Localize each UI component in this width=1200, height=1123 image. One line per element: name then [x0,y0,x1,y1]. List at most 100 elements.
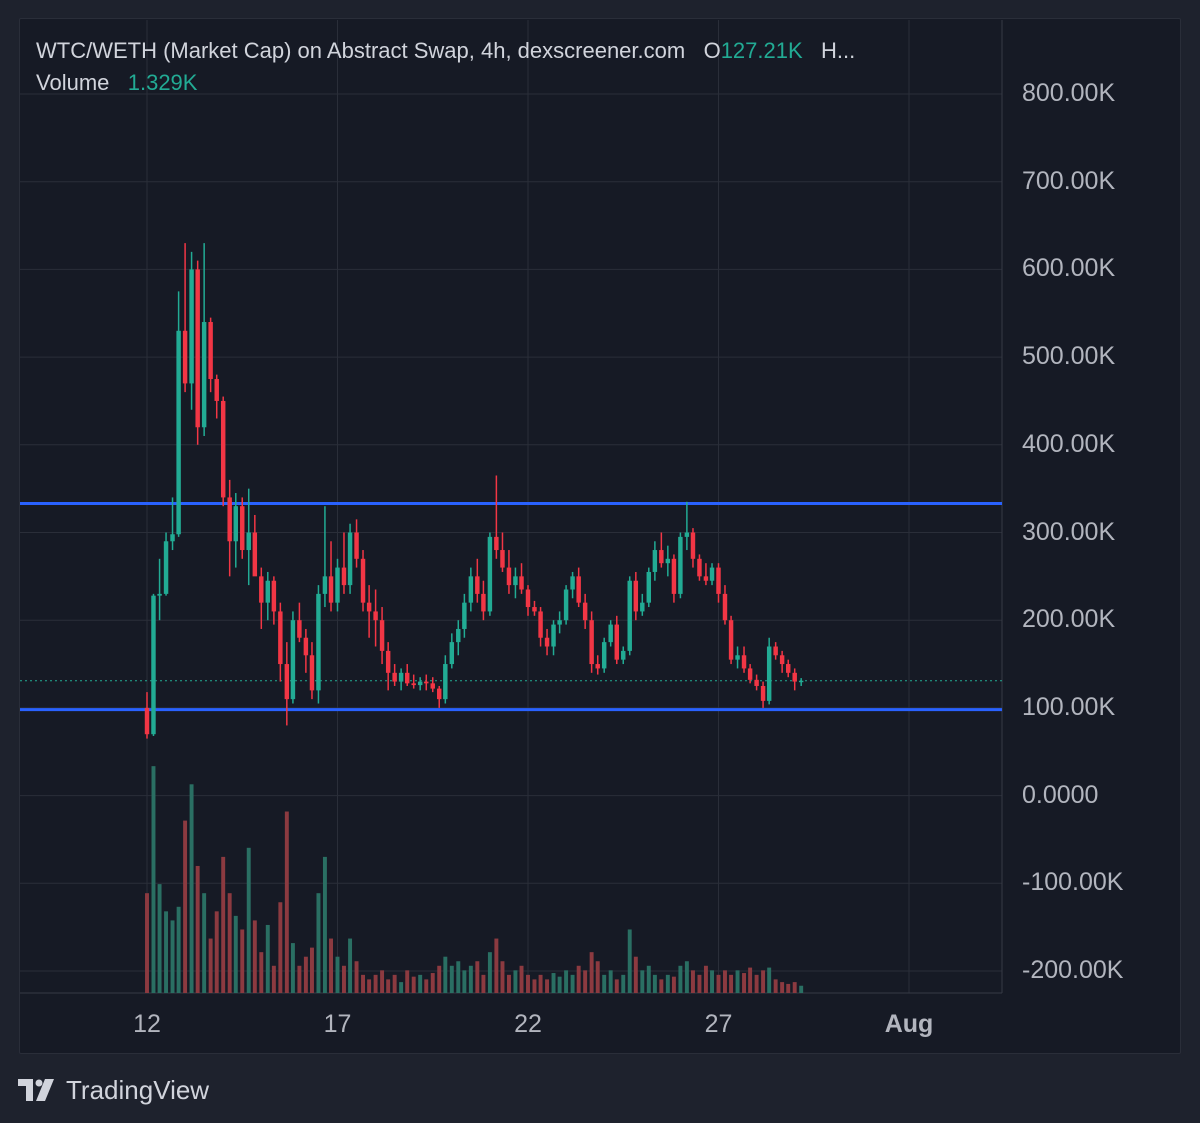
candle-body [195,269,200,428]
chart-pane[interactable] [19,18,1181,1054]
candle-body [627,580,632,651]
candle-body [551,624,556,647]
volume-bar [532,979,537,993]
price-tick-label: 600.00K [1022,254,1116,283]
volume-bar [354,961,359,993]
time-tick-label: 27 [704,1010,733,1038]
volume-bar [792,982,797,993]
candle-body [532,607,537,612]
volume-bar [659,979,664,993]
volume-bar [418,974,423,993]
candle-body [252,532,258,577]
volume-bar [754,974,759,993]
volume-bar [513,970,518,993]
volume-bar [710,970,714,993]
symbol-legend[interactable]: WTC/WETH (Market Cap) on Abstract Swap, … [36,38,855,64]
candle-body [570,576,575,590]
volume-bar [506,974,511,993]
candle-body [144,707,150,735]
volume-bar [380,970,385,993]
candle-body [544,637,550,647]
volume-bar [723,970,727,993]
volume-bar [614,979,619,993]
candle-body [538,611,543,638]
candle-body [170,534,175,542]
candle-body [494,536,499,551]
price-tick-label: 0.0000 [1022,780,1099,809]
symbol-title: WTC/WETH (Market Cap) on Abstract Swap, … [36,38,686,63]
volume-bar [183,820,188,993]
candle-body [525,589,531,608]
candle-body [722,593,728,621]
volume-bar [278,902,283,993]
volume-bar [157,884,162,993]
price-tick-label: 100.00K [1022,692,1116,721]
volume-bar [684,961,689,993]
candle-body [214,379,219,401]
candle-body [157,593,162,596]
candle-body [754,679,759,686]
candle-body [347,532,353,586]
candle-body [582,602,588,621]
candle-body [271,580,277,612]
candle-body [462,602,467,629]
volume-bar [284,811,289,993]
candle-body [671,558,677,594]
volume-bar [545,979,550,993]
tradingview-logo[interactable]: TradingView [18,1075,209,1106]
volume-bar [487,952,492,993]
volume-bar [665,974,670,993]
candle-body [487,536,493,612]
volume-bar [570,974,575,993]
candle-body [678,536,683,594]
candle-body [392,672,397,682]
candle-body [608,624,613,643]
candle-body [665,558,671,564]
candle-body [798,680,804,683]
volume-bar [195,865,200,993]
volume-bar [799,985,804,993]
volume-bar [468,965,473,993]
volume-bar [430,973,435,993]
candle-body [373,611,378,621]
candle-body [265,580,270,603]
candle-body [443,664,448,700]
volume-bar [361,974,365,993]
volume-bar [227,893,232,993]
candle-body [475,576,480,594]
volume-bar [202,893,207,993]
volume-bar [583,970,588,993]
volume-bar [233,915,238,993]
candle-body [640,602,645,612]
candle-body [728,620,734,660]
volume-bar [652,974,657,993]
candle-body [703,576,709,581]
volume-bar [748,967,753,993]
volume-bar [526,974,530,993]
volume-bar [627,929,632,993]
volume-bar [735,970,740,993]
price-tick-label: 800.00K [1022,79,1116,107]
candle-body [506,567,512,586]
volume-bar [303,956,308,993]
candle-body [417,681,423,686]
candle-body [741,655,747,669]
volume-legend[interactable]: Volume 1.329K [36,70,197,96]
volume-bar [252,920,257,993]
candle-body [697,558,702,577]
volume-bar [246,847,251,993]
volume-bar [214,911,219,993]
logo-text: TradingView [66,1075,210,1105]
volume-bar [621,974,626,993]
price-tick-label: -100.00K [1022,868,1124,897]
volume-bar [335,956,340,993]
volume-bar [189,784,194,993]
volume-bar [671,976,676,993]
volume-bar [265,924,270,993]
candle-body [151,595,156,735]
candle-body [563,589,569,621]
candle-body [779,655,785,665]
candle-body [786,664,791,673]
candle-body [519,576,524,590]
